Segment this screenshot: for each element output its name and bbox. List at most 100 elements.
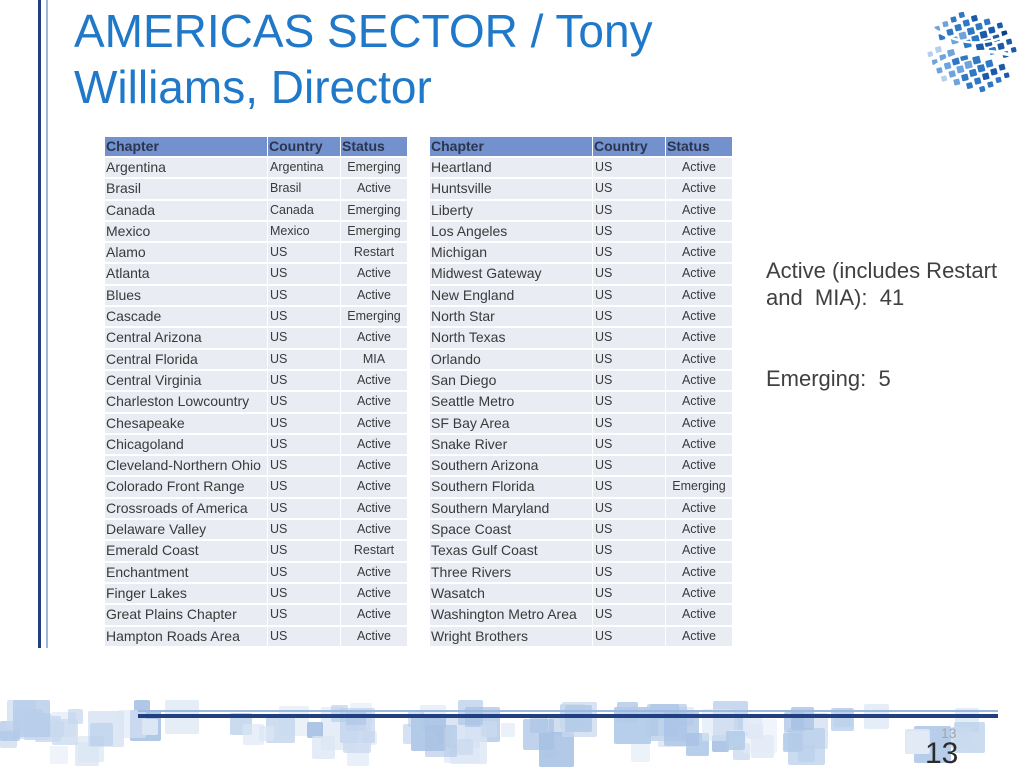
status-cell: Active (666, 243, 732, 263)
logo-tile (966, 27, 975, 36)
decor-square (631, 743, 650, 762)
country-cell: US (593, 456, 665, 476)
logo-tile (977, 64, 986, 73)
country-cell: US (593, 541, 665, 561)
logo-tile (985, 59, 994, 68)
country-cell: US (593, 243, 665, 263)
logo-tile (951, 57, 960, 66)
status-cell: Active (666, 307, 732, 327)
decor-square (726, 731, 745, 750)
status-cell: Active (341, 328, 407, 348)
chapter-cell: Central Arizona (105, 328, 267, 348)
table-row: Southern Florida US Emerging (430, 475, 732, 497)
chapter-cell: Canada (105, 200, 267, 220)
status-cell: Active (341, 626, 407, 646)
table-row: Alamo US Restart (105, 241, 407, 263)
status-cell: Active (666, 520, 732, 540)
table-row: Three Rivers US Active (430, 561, 732, 582)
status-cell: Active (666, 626, 732, 646)
column-header-country: Country (268, 137, 340, 156)
country-cell: US (268, 626, 340, 646)
country-cell: US (593, 392, 665, 412)
status-cell: Active (666, 264, 732, 284)
country-cell: US (593, 477, 665, 497)
country-cell: US (268, 370, 340, 391)
country-cell: Brasil (268, 179, 340, 199)
chapter-cell: North Star (430, 307, 592, 327)
decor-square (565, 705, 592, 732)
table-row: Central Florida US MIA (105, 348, 407, 369)
decor-square (457, 739, 473, 755)
status-cell: Active (341, 370, 407, 391)
country-cell: US (593, 605, 665, 625)
status-cell: Restart (341, 541, 407, 561)
table-row: Los Angeles US Active (430, 220, 732, 242)
chapter-cell: Three Rivers (430, 562, 592, 582)
logo-tile (1006, 38, 1013, 45)
decor-square (501, 723, 515, 737)
logo-tile (988, 26, 996, 34)
chapter-cell: SF Bay Area (430, 413, 592, 433)
status-cell: Active (666, 498, 732, 519)
chapter-cell: North Texas (430, 328, 592, 348)
country-cell: US (268, 264, 340, 284)
decor-square (90, 723, 113, 746)
country-cell: US (593, 583, 665, 604)
table-row: North Texas US Active (430, 326, 732, 348)
table-row: Charleston Lowcountry US Active (105, 390, 407, 412)
status-summary: Active (includes Restart and MIA): 41 Em… (766, 203, 1021, 419)
table-row: Brasil Brasil Active (105, 177, 407, 199)
left-accent-line-light (46, 0, 48, 648)
table-row: Blues US Active (105, 284, 407, 306)
logo-tile (956, 65, 965, 74)
logo-tile (927, 51, 934, 58)
table-row: Finger Lakes US Active (105, 582, 407, 604)
chapter-cell: Snake River (430, 434, 592, 455)
chapter-cell: Brasil (105, 179, 267, 199)
country-cell: US (593, 285, 665, 306)
table-row: North Star US Active (430, 305, 732, 327)
status-cell: Emerging (341, 221, 407, 242)
chapter-cell: Colorado Front Range (105, 477, 267, 497)
country-cell: US (268, 328, 340, 348)
logo-tile (996, 22, 1004, 29)
logo-tile (982, 72, 990, 81)
column-header-chapter: Chapter (105, 137, 267, 156)
table-row: Southern Maryland US Active (430, 497, 732, 519)
status-cell: Active (666, 392, 732, 412)
logo-tile (962, 19, 970, 27)
decor-square (523, 719, 554, 750)
table-row: SF Bay Area US Active (430, 412, 732, 433)
column-header-chapter: Chapter (430, 137, 592, 156)
logo-tile (958, 11, 965, 18)
status-cell: Active (666, 605, 732, 625)
status-cell: Active (666, 541, 732, 561)
country-cell: US (268, 285, 340, 306)
table-row: Space Coast US Active (430, 518, 732, 540)
chapter-cell: Wasatch (430, 583, 592, 604)
emerging-count-text: Emerging: 5 (766, 366, 891, 391)
logo-tile (940, 75, 948, 82)
logo-tile (950, 16, 957, 23)
table-row: Central Arizona US Active (105, 326, 407, 348)
logo-tile (954, 23, 962, 32)
status-cell: Active (666, 583, 732, 604)
table-header-row: Chapter Country Status (105, 137, 407, 156)
decor-square (13, 700, 50, 737)
chapter-cell: Heartland (430, 158, 592, 178)
chapter-cell: Texas Gulf Coast (430, 541, 592, 561)
table-row: Cleveland-Northern Ohio US Active (105, 454, 407, 476)
country-cell: US (268, 243, 340, 263)
table-row: Emerald Coast US Restart (105, 539, 407, 561)
chapter-cell: Charleston Lowcountry (105, 392, 267, 412)
chapter-cell: Los Angeles (430, 221, 592, 242)
logo-tile (934, 46, 942, 53)
country-cell: US (268, 349, 340, 369)
table-row: Wasatch US Active (430, 582, 732, 604)
status-cell: Active (341, 285, 407, 306)
status-cell: Active (341, 179, 407, 199)
logo-tile (975, 43, 985, 52)
logo-tile (1010, 46, 1017, 53)
chapter-cell: Great Plains Chapter (105, 605, 267, 625)
